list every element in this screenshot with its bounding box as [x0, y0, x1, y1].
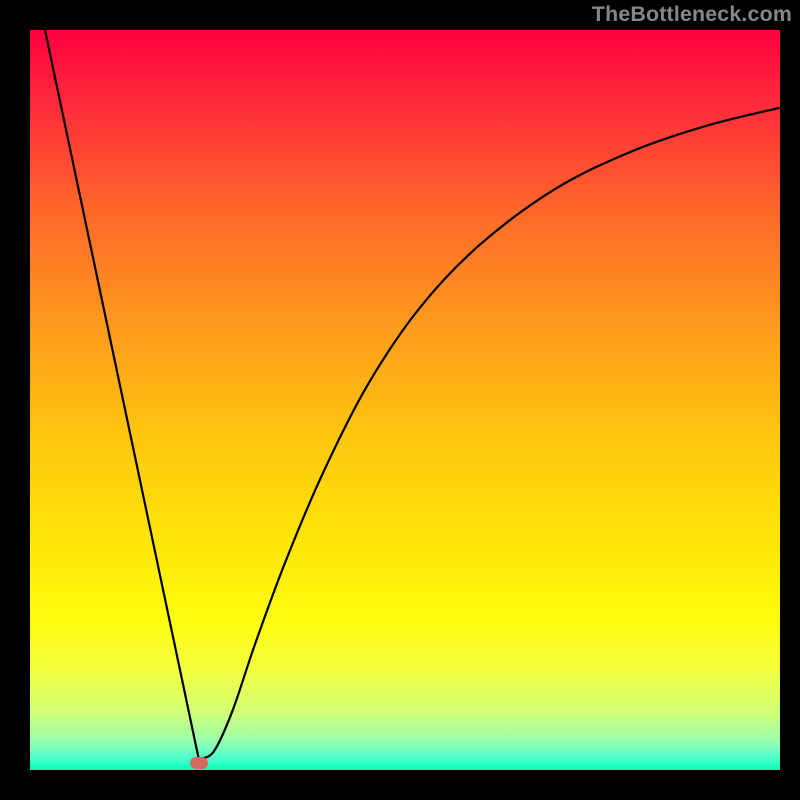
- curve-path: [45, 30, 780, 759]
- min-marker: [190, 757, 208, 769]
- chart-frame: TheBottleneck.com: [0, 0, 800, 800]
- bottleneck-curve: [30, 30, 780, 770]
- watermark-text: TheBottleneck.com: [592, 2, 792, 27]
- plot-area: [30, 30, 780, 770]
